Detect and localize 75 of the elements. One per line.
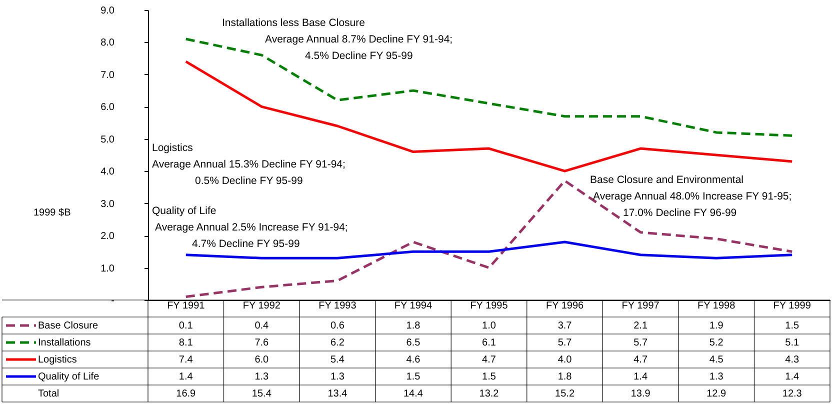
- data-label: 4.0: [558, 354, 572, 366]
- text: 14.4: [403, 388, 423, 400]
- text: 15.4: [252, 388, 272, 400]
- y-axis-title: 1999 $B: [34, 208, 72, 218]
- legend-label: Quality of Life: [38, 372, 100, 382]
- data-label: 1.5: [406, 372, 421, 382]
- x-tick-label: FY 1993: [318, 300, 357, 312]
- data-label: 1.4: [785, 372, 800, 382]
- x-tick-label: FY 1995: [470, 300, 508, 312]
- data-label: 7.4: [178, 354, 194, 366]
- text: 13.2: [479, 388, 499, 400]
- text: 15.2: [555, 388, 575, 400]
- y-tick-label: 4.0: [100, 166, 115, 178]
- data-label: 1.3: [254, 372, 270, 382]
- data-label: 5.7: [634, 338, 648, 348]
- data-label: 5.1: [785, 338, 800, 348]
- y-tick-label: 2.0: [100, 231, 115, 242]
- data-label: 1.8: [406, 320, 421, 332]
- x-tick-label: FY 1994: [394, 300, 432, 312]
- line-series: [184, 240, 794, 260]
- data-label: 4.7: [482, 354, 496, 366]
- data-label: 1.4: [634, 372, 648, 382]
- x-tick-label: FY 1998: [698, 300, 736, 312]
- data-label: 8.1: [178, 338, 194, 348]
- x-tick-label: FY 1997: [622, 300, 660, 312]
- y-tick-label: 3.0: [100, 198, 115, 210]
- text: 13.4: [328, 388, 348, 400]
- data-label: 5.2: [709, 338, 724, 348]
- data-label: 6.5: [406, 338, 421, 348]
- text: 16.9: [176, 388, 196, 400]
- text: 12.9: [706, 388, 726, 400]
- y-tick-label: 9.0: [100, 6, 115, 16]
- y-tick-label: 7.0: [100, 70, 115, 81]
- data-label: 5.4: [330, 354, 345, 366]
- x-tick-label: FY 1992: [242, 300, 281, 312]
- data-label: 5.7: [558, 338, 572, 348]
- data-label: 0.6: [330, 320, 345, 332]
- annotation: Logistics Average Annual 15.3% Decline FY 91-94; 0.5% Decline FY 95-99: [152, 142, 346, 187]
- text: 12.3: [782, 388, 802, 400]
- data-label: 2.1: [634, 320, 648, 332]
- data-label: 4.6: [406, 354, 421, 366]
- data-label: 6.1: [482, 338, 496, 348]
- y-tick-label: 5.0: [100, 134, 115, 146]
- data-label: 7.6: [254, 338, 270, 348]
- text: Total: [38, 388, 60, 400]
- y-tick-label: 1.0: [100, 263, 115, 274]
- data-label: 1.5: [785, 320, 800, 332]
- data-label: 4.7: [634, 354, 648, 366]
- x-tick-label: FY 1991: [167, 300, 206, 312]
- annotation: Quality of Life Average Annual 2.5% Increase FY 91-94; 4.7% Decline FY 95-99: [152, 205, 348, 250]
- data-label: 0.1: [178, 320, 194, 332]
- y-tick-label: -: [111, 296, 114, 306]
- data-label: 1.0: [482, 320, 496, 332]
- data-label: 1.5: [482, 372, 496, 382]
- y-tick-label: 6.0: [100, 102, 115, 114]
- legend-label: Installations: [38, 338, 91, 348]
- legend-label: Logistics: [38, 354, 77, 366]
- data-label: 3.7: [558, 320, 572, 332]
- annotation: Installations less Base Closure Average Annual 8.7% Decline FY 91-94; 4.5% Decline FY 95-99: [222, 17, 453, 62]
- data-label: 1.3: [330, 372, 345, 382]
- data-label: 6.2: [330, 338, 345, 348]
- legend-label: Base Closure: [38, 320, 98, 332]
- data-label: 0.4: [254, 320, 270, 332]
- data-label: 1.3: [709, 372, 724, 382]
- data-label: 1.4: [178, 372, 194, 382]
- data-label: 1.9: [709, 320, 724, 332]
- x-tick-label: FY 1999: [773, 300, 812, 312]
- y-tick-label: 8.0: [100, 38, 115, 49]
- annotation: Base Closure and Environmental Average Annual 48.0% Increase FY 91-95; 17.0% Decline FY 96-99: [590, 174, 792, 219]
- data-label: 1.8: [558, 372, 572, 382]
- data-label: 6.0: [254, 354, 270, 366]
- data-label: 4.3: [785, 354, 800, 366]
- text: 13.9: [630, 388, 650, 400]
- data-label: 4.5: [709, 354, 724, 366]
- x-tick-label: FY 1996: [546, 300, 584, 312]
